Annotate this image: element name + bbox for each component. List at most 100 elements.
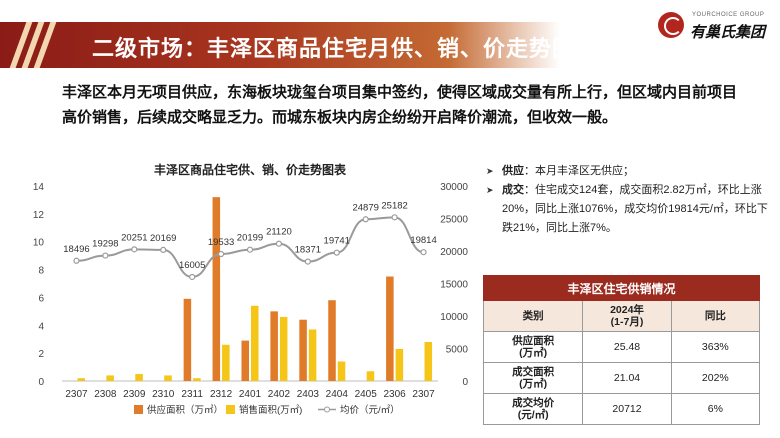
left-axis-tick-label: 8 — [38, 266, 44, 277]
page-title: 二级市场：丰泽区商品住宅月供、销、价走势图表 — [92, 36, 599, 61]
avg-price-point — [102, 252, 109, 259]
table-cell-label: 成交面积 (万㎡) — [482, 362, 584, 394]
table-header-category: 类别 — [482, 300, 584, 332]
sales-area-bar — [337, 361, 346, 381]
x-axis-tick-label: 2307 — [412, 389, 435, 400]
legend-label: 销售面积(万㎡) — [239, 404, 302, 416]
logo-english-name: YOURCHOICE GROUP — [692, 12, 765, 18]
avg-price-data-label: 19533 — [208, 237, 234, 248]
avg-price-data-label: 19741 — [324, 236, 350, 247]
sales-area-bar — [193, 378, 201, 381]
sales-area-bar — [77, 378, 85, 381]
avg-price-data-label: 18496 — [63, 244, 89, 255]
bullet-key: 供应 — [502, 165, 524, 177]
supply-area-bar — [183, 298, 192, 381]
sales-area-bar — [251, 305, 259, 381]
avg-price-point — [131, 246, 138, 253]
title-bar — [0, 22, 560, 68]
x-axis-tick-label: 2308 — [94, 389, 117, 400]
x-axis-tick-label: 2307 — [65, 389, 88, 400]
table-header-yoy: 同比 — [670, 300, 761, 332]
table-cell-value: 20712 — [582, 393, 672, 425]
arrow-bullet-icon: ➤ — [486, 185, 494, 195]
table-cell-yoy: 202% — [670, 362, 761, 394]
bullet-text: 住宅成交124套，成交面积2.82万㎡，环比上涨20%，同比上涨1076%，成交… — [502, 184, 768, 234]
supply-area-bar — [299, 319, 307, 381]
sales-area-bar — [308, 329, 317, 381]
x-axis-tick-label: 2405 — [355, 389, 378, 400]
right-axis-tick-label: 25000 — [440, 215, 468, 226]
avg-price-point — [391, 214, 398, 221]
avg-price-point — [362, 216, 369, 223]
left-axis-tick-label: 0 — [38, 377, 44, 388]
chart-title: 丰泽区商品住宅供、销、价走势图表 — [153, 163, 346, 177]
left-axis-tick-label: 2 — [38, 349, 44, 360]
x-axis-tick-label: 2306 — [383, 389, 406, 400]
bullet-transaction: ➤ 成交：住宅成交124套，成交面积2.82万㎡，环比上涨20%，同比上涨107… — [486, 181, 776, 238]
supply-area-bar — [328, 300, 336, 381]
x-axis-tick-label: 2401 — [239, 389, 262, 400]
supply-sales-table: 丰泽区住宅供销情况 类别 2024年 (1-7月) 同比 供应面积 (万㎡) 2… — [482, 275, 761, 425]
x-axis-tick-label: 2310 — [152, 389, 175, 400]
legend-label: 供应面积（万㎡） — [147, 404, 223, 416]
sales-area-bar — [366, 371, 375, 381]
bullet-colon: ： — [524, 165, 535, 177]
x-axis-tick-label: 2403 — [297, 389, 320, 400]
supply-area-bar — [212, 197, 221, 381]
logo-chinese-name: 有巢氏集团 — [690, 24, 766, 41]
avg-price-point — [189, 273, 196, 281]
right-axis-tick-label: 10000 — [440, 312, 468, 323]
right-axis-tick-label: 20000 — [440, 247, 468, 258]
avg-price-data-label: 20169 — [150, 233, 176, 244]
avg-price-data-label: 25182 — [381, 200, 407, 211]
avg-price-data-label: 24879 — [352, 202, 378, 213]
left-axis-tick-label: 14 — [33, 182, 45, 193]
table-cell-yoy: 6% — [670, 393, 761, 425]
table-header-period: 2024年 (1-7月) — [582, 300, 672, 332]
x-axis-tick-label: 2312 — [210, 389, 233, 400]
avg-price-data-label: 20251 — [121, 232, 147, 243]
company-logo: YOURCHOICE GROUP 有巢氏集团 — [652, 10, 772, 41]
avg-price-data-label: 20199 — [237, 233, 263, 244]
x-axis-tick-label: 2404 — [326, 389, 349, 400]
left-axis-tick-label: 12 — [33, 210, 45, 221]
table-row: 成交均价 (元/㎡) 20712 6% — [482, 393, 761, 425]
legend-sales-swatch — [226, 405, 235, 414]
legend-label: 均价（元/㎡） — [340, 404, 400, 416]
legend-price-marker — [324, 406, 330, 413]
table-cell-yoy: 363% — [670, 331, 761, 363]
logo-mark-icon — [658, 12, 684, 38]
trend-chart: 0 2 4 6 8 10 12 14 0 5000 10000 15000 20000 25000 3000… — [33, 182, 469, 416]
x-axis-tick-label: 2311 — [181, 389, 203, 400]
avg-price-data-label: 19814 — [410, 235, 436, 246]
avg-price-data-label: 21120 — [266, 227, 292, 238]
sales-area-bar — [279, 316, 288, 381]
avg-price-point — [246, 246, 254, 253]
x-axis-tick-label: 2402 — [268, 389, 291, 400]
supply-area-bar — [386, 276, 394, 381]
left-axis-tick-label: 4 — [38, 321, 44, 332]
sales-area-bar — [424, 342, 433, 381]
left-axis-tick-label: 10 — [33, 238, 45, 249]
arrow-bullet-icon: ➤ — [486, 166, 494, 176]
table-row: 成交面积 (万㎡) 21.04 202% — [482, 362, 761, 394]
sales-area-bar — [395, 348, 404, 381]
key-points: ➤ 供应：本月丰泽区无供应； ➤ 成交：住宅成交124套，成交面积2.82万㎡，… — [486, 162, 776, 238]
table-row: 供应面积 (万㎡) 25.48 363% — [482, 331, 761, 363]
sales-area-bar — [222, 344, 230, 381]
supply-area-bar — [241, 340, 249, 381]
table-cell-value: 25.48 — [582, 331, 672, 363]
right-axis-tick-label: 0 — [462, 377, 468, 388]
table-cell-label: 供应面积 (万㎡) — [482, 331, 584, 363]
avg-price-data-label: 18371 — [295, 245, 321, 256]
sales-area-bar — [135, 374, 143, 381]
avg-price-point — [160, 246, 167, 254]
supply-area-bar — [270, 311, 278, 381]
right-axis-tick-label: 5000 — [446, 345, 469, 356]
left-axis-tick-label: 6 — [38, 293, 44, 304]
avg-price-point — [73, 257, 80, 264]
x-axis-tick-label: 2309 — [123, 389, 146, 400]
avg-price-point — [275, 240, 283, 247]
avg-price-data-label: 19298 — [92, 239, 118, 250]
table-cell-label: 成交均价 (元/㎡) — [482, 393, 584, 425]
